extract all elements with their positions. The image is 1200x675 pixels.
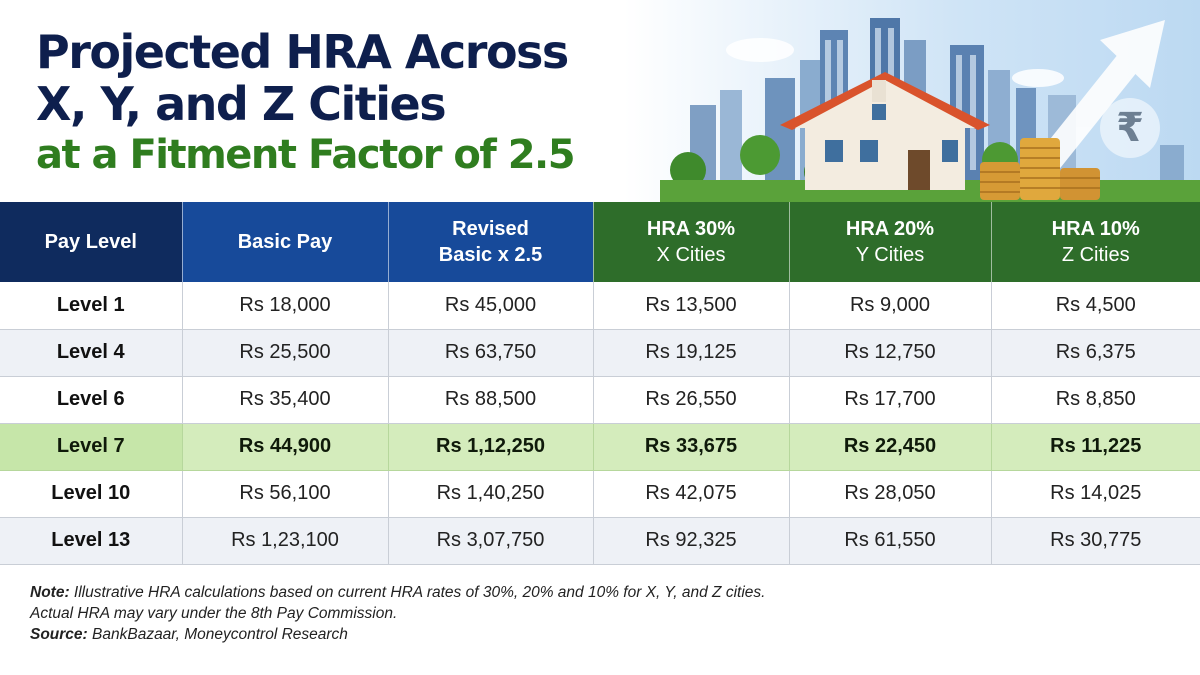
basic-pay-cell: Rs 18,000: [182, 282, 389, 330]
hra-y-cell: Rs 28,050: [789, 470, 992, 518]
revised-basic-cell: Rs 1,12,250: [388, 423, 594, 471]
table-row: Level 1 Rs 18,000 Rs 45,000 Rs 13,500 Rs…: [0, 282, 1200, 330]
up-arrow-icon: [1037, 20, 1165, 173]
hra-z-cell: Rs 6,375: [991, 329, 1200, 377]
page-title: Projected HRA Across X, Y, and Z Cities …: [36, 25, 576, 178]
footnotes: Note: Illustrative HRA calculations base…: [30, 583, 1170, 646]
revised-basic-cell: Rs 45,000: [388, 282, 594, 330]
pay-level-cell: Level 6: [0, 376, 183, 424]
hra-x-cell: Rs 13,500: [593, 282, 790, 330]
header-hra-x: HRA 30% X Cities: [593, 202, 790, 282]
pay-level-cell: Level 7: [0, 423, 183, 471]
pay-level-cell: Level 1: [0, 282, 183, 330]
table-row: Level 4 Rs 25,500 Rs 63,750 Rs 19,125 Rs…: [0, 329, 1200, 377]
basic-pay-cell: Rs 25,500: [182, 329, 389, 377]
revised-basic-cell: Rs 88,500: [388, 376, 594, 424]
hra-y-cell: Rs 9,000: [789, 282, 992, 330]
hra-y-cell: Rs 61,550: [789, 517, 992, 565]
header-pay-level: Pay Level: [0, 202, 183, 282]
pay-level-cell: Level 13: [0, 517, 183, 565]
note-text: Illustrative HRA calculations based on c…: [69, 584, 766, 601]
pay-level-cell: Level 10: [0, 470, 183, 518]
header-banner: Projected HRA Across X, Y, and Z Cities …: [0, 0, 1200, 202]
hra-z-cell: Rs 4,500: [991, 282, 1200, 330]
table-row: Level 6 Rs 35,400 Rs 88,500 Rs 26,550 Rs…: [0, 376, 1200, 424]
hra-y-cell: Rs 17,700: [789, 376, 992, 424]
table-row-highlighted: Level 7 Rs 44,900 Rs 1,12,250 Rs 33,675 …: [0, 423, 1200, 471]
hra-z-cell: Rs 11,225: [991, 423, 1200, 471]
coin-stack-icon: [980, 138, 1100, 200]
table-row: Level 13 Rs 1,23,100 Rs 3,07,750 Rs 92,3…: [0, 517, 1200, 565]
basic-pay-cell: Rs 56,100: [182, 470, 389, 518]
header-hra-y: HRA 20% Y Cities: [789, 202, 992, 282]
title-line-3: at a Fitment Factor of 2.5: [36, 131, 576, 178]
basic-pay-cell: Rs 1,23,100: [182, 517, 389, 565]
hra-x-cell: Rs 92,325: [593, 517, 790, 565]
hra-z-cell: Rs 30,775: [991, 517, 1200, 565]
header-hra-z: HRA 10% Z Cities: [991, 202, 1200, 282]
title-line-2: X, Y, and Z Cities: [36, 77, 447, 132]
hra-y-cell: Rs 22,450: [789, 423, 992, 471]
note-line: Note: Illustrative HRA calculations base…: [30, 583, 1170, 604]
source-line: Source: BankBazaar, Moneycontrol Researc…: [30, 625, 1170, 646]
table-header-row: Pay Level Basic Pay Revised Basic x 2.5 …: [0, 202, 1200, 282]
rupee-icon: ₹: [1100, 98, 1160, 158]
hra-x-cell: Rs 19,125: [593, 329, 790, 377]
hra-x-cell: Rs 42,075: [593, 470, 790, 518]
hra-z-cell: Rs 8,850: [991, 376, 1200, 424]
header-revised-basic: Revised Basic x 2.5: [388, 202, 594, 282]
hra-z-cell: Rs 14,025: [991, 470, 1200, 518]
hra-y-cell: Rs 12,750: [789, 329, 992, 377]
basic-pay-cell: Rs 44,900: [182, 423, 389, 471]
city-house-illustration: ₹: [660, 18, 1200, 202]
revised-basic-cell: Rs 3,07,750: [388, 517, 594, 565]
revised-basic-cell: Rs 1,40,250: [388, 470, 594, 518]
note-line-2: Actual HRA may vary under the 8th Pay Co…: [30, 604, 398, 622]
header-basic-pay: Basic Pay: [182, 202, 389, 282]
table-row: Level 10 Rs 56,100 Rs 1,40,250 Rs 42,075…: [0, 470, 1200, 518]
house-icon: [780, 72, 990, 190]
hra-table: Pay Level Basic Pay Revised Basic x 2.5 …: [0, 202, 1200, 565]
hra-x-cell: Rs 33,675: [593, 423, 790, 471]
title-line-1: Projected HRA Across: [36, 25, 569, 79]
source-label: Source:: [30, 625, 88, 643]
basic-pay-cell: Rs 35,400: [182, 376, 389, 424]
revised-basic-cell: Rs 63,750: [388, 329, 594, 377]
source-text: BankBazaar, Moneycontrol Research: [87, 625, 348, 643]
svg-text:₹: ₹: [1116, 105, 1144, 151]
pay-level-cell: Level 4: [0, 329, 183, 377]
note-label: Note:: [30, 584, 70, 601]
cloud-icon: [726, 38, 1064, 87]
hra-x-cell: Rs 26,550: [593, 376, 790, 424]
